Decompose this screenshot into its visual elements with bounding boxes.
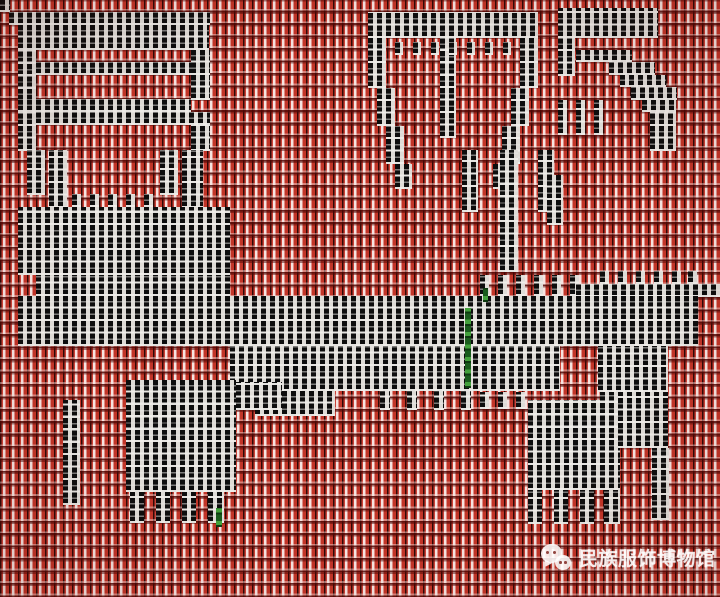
dark-motif-rect	[654, 271, 663, 284]
dark-motif-rect	[108, 194, 117, 207]
dark-motif-rect	[558, 100, 567, 135]
dark-motif-rect	[467, 42, 475, 55]
dark-motif-rect	[63, 400, 80, 505]
dark-motif-rect	[156, 492, 170, 523]
dark-motif-rect	[182, 492, 196, 523]
dark-motif-rect	[230, 346, 560, 391]
dark-motif-rect	[36, 62, 191, 75]
dark-motif-rect	[9, 12, 210, 25]
dark-motif-rect	[72, 194, 81, 207]
dark-motif-rect	[144, 194, 153, 207]
dark-motif-rect	[130, 492, 144, 523]
dark-motif-rect	[431, 42, 439, 55]
dark-motif-rect	[500, 150, 518, 272]
dark-motif-rect	[547, 175, 563, 225]
dark-motif-rect	[516, 275, 525, 296]
dark-motif-rect	[395, 164, 412, 189]
dark-motif-rect	[126, 380, 236, 492]
dark-motif-rect	[528, 400, 620, 490]
dark-motif-rect	[688, 271, 697, 284]
dark-motif-rect	[236, 382, 282, 410]
dark-motif-rect	[528, 490, 542, 524]
wechat-icon	[541, 542, 574, 576]
dark-motif-rect	[36, 112, 210, 125]
dark-motif-rect	[18, 296, 698, 346]
dark-motif-rect	[18, 99, 191, 112]
dark-motif-rect	[652, 448, 669, 520]
dark-motif-rect	[672, 271, 681, 284]
dark-motif-rect	[520, 38, 538, 88]
dark-motif-rect	[618, 271, 627, 284]
dark-motif-rect	[368, 12, 538, 38]
watermark: 民族服饰博物馆	[541, 542, 716, 576]
dark-motif-rect	[558, 8, 658, 38]
dark-motif-rect	[407, 391, 417, 410]
dark-motif-rect	[552, 275, 561, 296]
dark-motif-rect	[620, 75, 666, 87]
dark-motif-rect	[18, 25, 209, 50]
green-stitch	[465, 308, 471, 388]
dark-motif-rect	[650, 112, 676, 151]
dark-motif-rect	[498, 275, 507, 296]
dark-motif-rect	[580, 490, 594, 524]
watermark-text: 民族服饰博物馆	[579, 548, 716, 570]
green-stitch	[216, 508, 222, 527]
dark-motif-rect	[576, 284, 720, 297]
dark-motif-rect	[534, 275, 543, 296]
dark-motif-rect	[386, 126, 404, 164]
dark-motif-rect	[480, 275, 489, 296]
dark-motif-rect	[576, 50, 632, 62]
dark-motif-rect	[503, 42, 511, 55]
dark-motif-rect	[554, 490, 568, 524]
dark-motif-rect	[413, 42, 421, 55]
dark-motif-rect	[18, 207, 230, 275]
dark-motif-rect	[618, 392, 668, 448]
dark-motif-rect	[191, 125, 210, 151]
dark-motif-rect	[516, 392, 525, 409]
dark-motif-rect	[598, 346, 668, 392]
chat-bubble-small	[555, 555, 571, 570]
dark-motif-rect	[182, 150, 203, 208]
dark-motif-rect	[377, 88, 395, 126]
dark-motif-rect	[27, 150, 45, 195]
dark-motif-rect	[395, 42, 403, 55]
dark-motif-rect	[49, 150, 67, 208]
green-stitch	[483, 288, 488, 302]
dark-motif-rect	[631, 87, 677, 100]
dark-motif-rect	[90, 194, 99, 207]
dark-motif-rect	[558, 38, 575, 76]
dark-motif-rect	[461, 391, 471, 410]
dark-motif-rect	[636, 271, 645, 284]
dark-motif-rect	[126, 194, 135, 207]
dark-motif-rect	[36, 275, 230, 296]
dark-motif-rect	[570, 275, 579, 296]
dark-motif-rect	[434, 391, 444, 410]
dark-motif-rect	[485, 42, 493, 55]
dark-motif-rect	[642, 100, 676, 112]
dark-motif-rect	[511, 88, 529, 126]
dark-motif-rect	[160, 150, 178, 195]
dark-motif-rect	[498, 392, 507, 409]
dark-motif-rect	[604, 490, 620, 524]
dark-motif-rect	[449, 42, 457, 55]
dark-motif-rect	[594, 100, 603, 135]
dark-motif-rect	[0, 0, 10, 12]
dark-motif-rect	[576, 100, 585, 135]
dark-motif-rect	[368, 38, 386, 88]
dark-motif-rect	[480, 392, 489, 409]
dark-motif-rect	[609, 62, 655, 75]
dark-motif-rect	[462, 150, 478, 212]
dark-motif-rect	[440, 38, 456, 138]
dark-motif-rect	[191, 50, 210, 100]
dark-motif-rect	[600, 271, 609, 284]
dark-motif-rect	[380, 391, 390, 410]
